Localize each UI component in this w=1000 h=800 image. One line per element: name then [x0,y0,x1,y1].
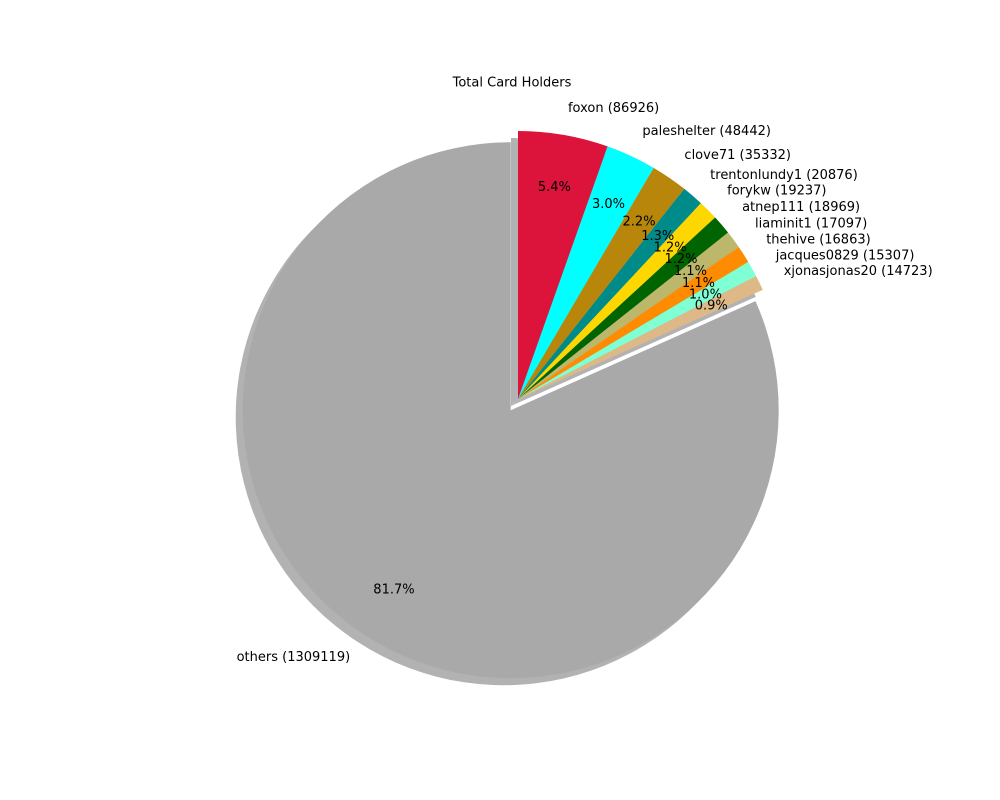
percent-label: 1.2% [664,252,697,267]
pie-slice [518,131,608,399]
pie-slice [518,261,757,399]
slice-label: trentonlundy1 (20876) [710,168,858,183]
pie-slice [518,247,749,399]
percent-label: 1.0% [689,287,722,302]
chart-title: Total Card Holders [452,76,572,91]
slice-label: atnep111 (18969) [742,200,860,215]
pie-slice [518,275,763,399]
slice-label: thehive (16863) [766,232,871,247]
slice-label: paleshelter (48442) [642,124,771,139]
percent-label: 5.4% [538,180,571,195]
slice-label: liaminit1 (17097) [755,216,867,231]
pie-slice [518,217,729,399]
pie-slice [518,146,654,399]
percent-label: 0.9% [695,299,728,314]
pie-slice [518,232,739,399]
percent-label: 1.3% [641,229,674,244]
slice-label: xjonasjonas20 (14723) [784,264,933,279]
pie-slice [242,142,779,679]
slice-label: forykw (19237) [727,184,826,199]
percent-label: 2.2% [623,215,656,230]
slice-label: clove71 (35332) [684,148,791,163]
slice-label: others (1309119) [237,650,351,665]
percent-label: 3.0% [592,197,625,212]
percent-label: 1.1% [682,276,715,291]
percent-label: 1.1% [674,264,707,279]
percent-label: 81.7% [373,583,414,598]
percent-label: 1.2% [654,240,687,255]
slice-label: foxon (86926) [568,101,659,116]
slice-label: jacques0829 (15307) [775,248,915,263]
pie-slice [518,167,685,399]
pie-slice [518,188,701,399]
pie-slice [518,203,716,399]
